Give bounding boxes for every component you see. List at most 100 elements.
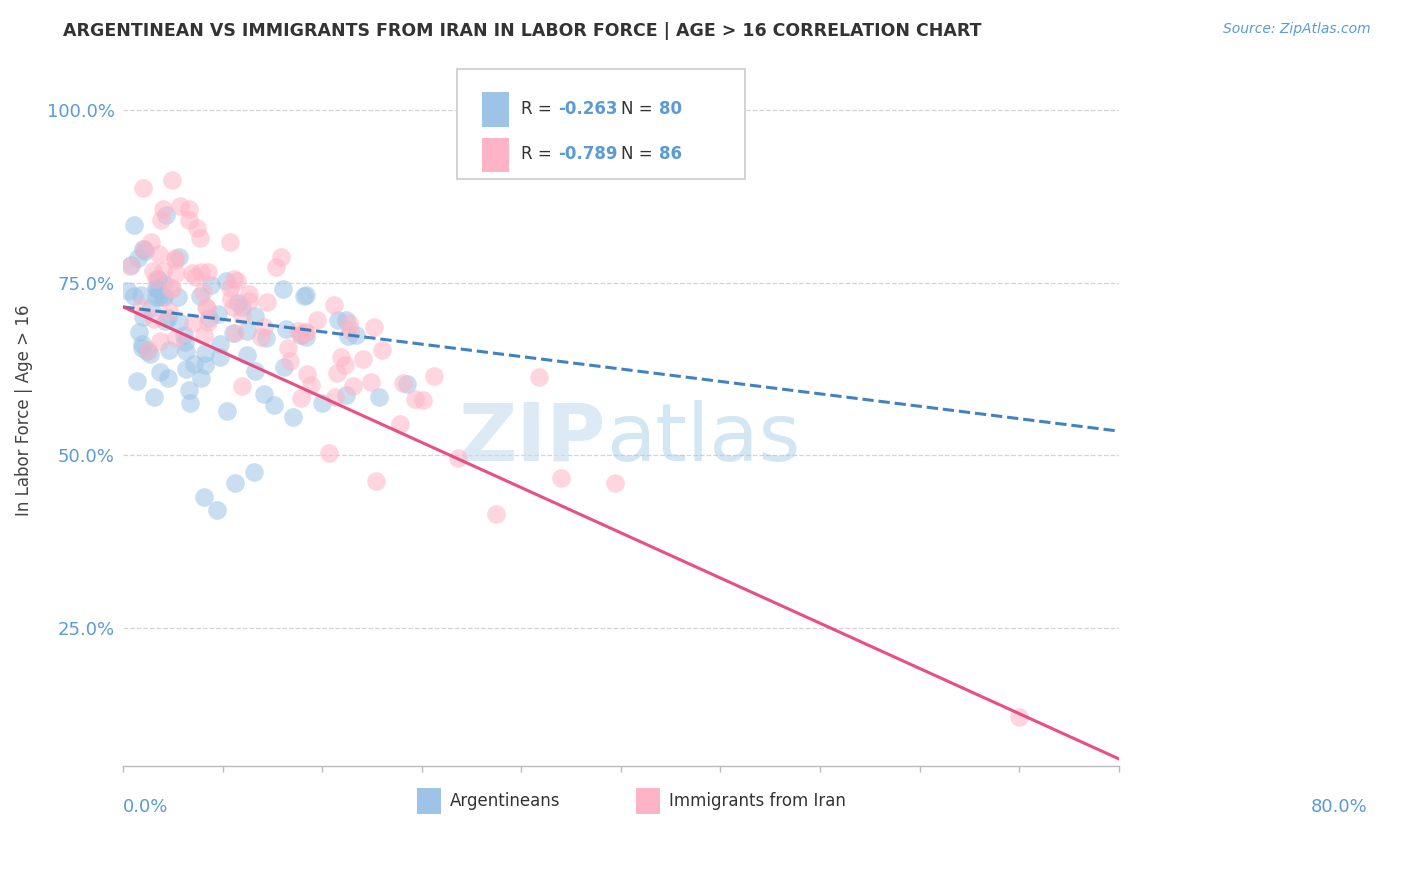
Point [132, 180, 155, 194]
Point [122, 289, 145, 303]
Bar [481, 137, 509, 171]
Point [231, 379, 253, 393]
Point [342, 379, 364, 393]
Text: Source: ZipAtlas.com: Source: ZipAtlas.com [1223, 22, 1371, 37]
Point [139, 301, 162, 316]
Point [224, 475, 246, 490]
Point [294, 325, 316, 339]
Point [120, 258, 142, 272]
Point [165, 266, 187, 280]
Point [208, 350, 231, 364]
Point [335, 388, 357, 402]
Point [215, 404, 238, 418]
Point [200, 278, 222, 293]
Point [157, 310, 180, 325]
Point [336, 329, 359, 343]
Text: N =: N = [621, 101, 658, 119]
Point [149, 334, 172, 348]
Point [222, 272, 245, 286]
Point [266, 260, 288, 274]
Point [389, 417, 412, 431]
Point [160, 281, 183, 295]
Point [152, 264, 174, 278]
Text: 80: 80 [659, 101, 682, 119]
Point [190, 265, 212, 279]
Text: Argentineans: Argentineans [450, 792, 560, 810]
Point [219, 235, 242, 250]
Point [193, 285, 215, 299]
Text: atlas: atlas [606, 400, 800, 478]
Point [181, 266, 204, 280]
Point [1008, 710, 1031, 724]
Point [281, 409, 304, 424]
Point [295, 368, 318, 382]
Text: 86: 86 [659, 145, 682, 163]
Point [155, 314, 177, 328]
Point [132, 242, 155, 256]
Point [299, 378, 322, 392]
Point [157, 343, 180, 357]
Point [219, 280, 242, 294]
Point [527, 370, 550, 384]
Point [326, 312, 349, 326]
Point [188, 231, 211, 245]
Point [290, 328, 312, 343]
Point [326, 366, 349, 380]
Point [339, 323, 361, 337]
Point [145, 290, 167, 304]
Point [278, 354, 301, 368]
Point [153, 277, 176, 291]
Point [243, 309, 266, 323]
Point [224, 326, 246, 340]
Point [344, 327, 367, 342]
Bar [636, 789, 659, 814]
Point [160, 173, 183, 187]
Point [193, 490, 215, 504]
Point [149, 365, 172, 379]
Point [256, 294, 278, 309]
Bar [481, 93, 509, 127]
Point [253, 386, 276, 401]
Point [292, 289, 315, 303]
Point [273, 360, 295, 375]
Point [294, 325, 316, 339]
Point [371, 343, 394, 357]
Point [160, 282, 183, 296]
Text: R =: R = [522, 101, 557, 119]
Point [173, 328, 195, 343]
Point [290, 391, 312, 405]
Point [127, 375, 149, 389]
Point [163, 251, 186, 265]
Point [198, 311, 221, 326]
Point [330, 350, 353, 364]
Point [179, 395, 201, 409]
Point [142, 263, 165, 277]
Point [197, 265, 219, 279]
Text: ZIP: ZIP [458, 400, 606, 478]
Point [295, 288, 318, 302]
Point [193, 328, 215, 343]
Point [250, 330, 273, 344]
Bar [416, 789, 440, 814]
Y-axis label: In Labor Force | Age > 16: In Labor Force | Age > 16 [15, 305, 32, 516]
Text: ARGENTINEAN VS IMMIGRANTS FROM IRAN IN LABOR FORCE | AGE > 16 CORRELATION CHART: ARGENTINEAN VS IMMIGRANTS FROM IRAN IN L… [63, 22, 981, 40]
Point [243, 466, 266, 480]
Point [132, 242, 155, 256]
Point [143, 312, 166, 326]
Point [323, 390, 346, 404]
Point [226, 274, 249, 288]
Point [294, 330, 316, 344]
Point [392, 376, 415, 390]
Point [197, 315, 219, 329]
Point [129, 287, 152, 301]
Point [177, 202, 200, 217]
Text: -0.789: -0.789 [558, 145, 617, 163]
Point [134, 244, 156, 258]
Point [194, 300, 217, 314]
Point [339, 316, 361, 330]
Point [142, 390, 165, 404]
FancyBboxPatch shape [457, 70, 745, 179]
Point [128, 325, 150, 339]
Point [148, 283, 170, 297]
Point [139, 235, 162, 249]
